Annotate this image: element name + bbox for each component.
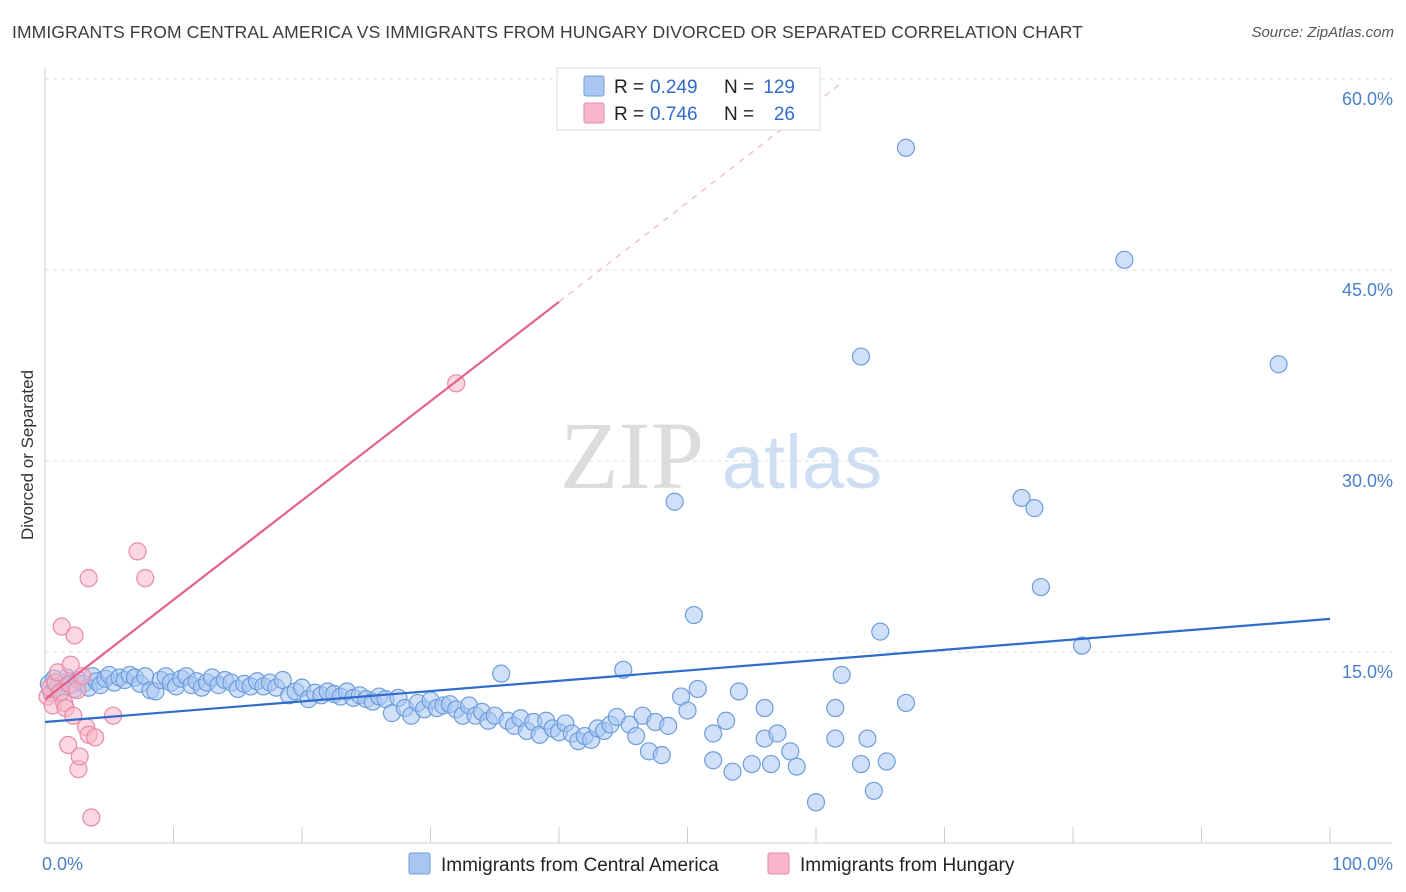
- point-central-america: [1115, 250, 1134, 269]
- point-central-america: [871, 622, 890, 641]
- point-hungary: [136, 569, 155, 588]
- point-central-america: [755, 698, 774, 718]
- legend-swatch: [767, 852, 790, 875]
- point-central-america: [832, 665, 851, 685]
- legend-label: Immigrants from Central America: [441, 855, 719, 876]
- point-central-america: [678, 701, 697, 720]
- point-hungary: [70, 747, 89, 766]
- point-central-america: [864, 781, 883, 800]
- point-central-america: [704, 724, 723, 743]
- point-hungary: [59, 735, 78, 755]
- point-hungary: [52, 617, 71, 636]
- trend-line-central-america: [44, 617, 1331, 724]
- point-central-america: [896, 138, 916, 157]
- y-tick-label: 15.0%: [1342, 662, 1393, 682]
- point-central-america: [761, 754, 781, 774]
- x-tick-label: 0.0%: [42, 854, 83, 874]
- point-central-america: [851, 347, 871, 366]
- point-central-america: [851, 754, 871, 774]
- point-hungary: [128, 542, 147, 561]
- chart-source: Source: ZipAtlas.com: [1251, 24, 1394, 41]
- y-tick-label: 45.0%: [1342, 280, 1393, 300]
- stat-n-label: N =: [724, 77, 754, 98]
- trend-line-hungary: [44, 300, 560, 700]
- stats-swatch: [583, 75, 605, 97]
- point-central-america: [1269, 355, 1288, 374]
- point-central-america: [684, 605, 704, 625]
- point-central-america: [704, 751, 723, 770]
- point-central-america: [626, 726, 646, 746]
- point-central-america: [688, 679, 707, 699]
- point-central-america: [716, 711, 736, 730]
- stat-n-value: 129: [763, 77, 795, 98]
- point-central-america: [806, 793, 826, 812]
- legend-swatch: [408, 852, 431, 875]
- x-tick-label: 100.0%: [1332, 854, 1393, 874]
- stat-r-value: 0.746: [650, 104, 698, 125]
- point-central-america: [659, 716, 678, 735]
- point-central-america: [492, 664, 511, 683]
- watermark-zip: ZIP: [560, 402, 704, 509]
- stats-swatch: [583, 102, 605, 124]
- chart-title: IMMIGRANTS FROM CENTRAL AMERICA VS IMMIG…: [12, 22, 1083, 42]
- point-central-america: [273, 670, 292, 690]
- point-central-america: [665, 492, 684, 511]
- stat-n-value: 26: [774, 104, 795, 125]
- point-central-america: [877, 752, 896, 771]
- point-central-america: [896, 693, 916, 713]
- y-axis-label: Divorced or Separated: [18, 370, 37, 540]
- watermark: ZIP atlas: [560, 402, 882, 509]
- stat-r-label: R =: [614, 77, 644, 98]
- point-central-america: [1012, 488, 1031, 508]
- point-hungary: [65, 626, 84, 645]
- point-central-america: [729, 682, 749, 701]
- point-central-america: [781, 742, 800, 761]
- point-central-america: [742, 754, 761, 774]
- point-hungary: [82, 808, 101, 827]
- trend-lines: [44, 82, 1331, 724]
- point-central-america: [1031, 577, 1050, 597]
- point-central-america: [1025, 499, 1044, 518]
- point-central-america: [1072, 636, 1092, 655]
- x-tick-labels: 0.0% 100.0%: [42, 854, 1393, 874]
- point-central-america: [858, 729, 877, 748]
- stat-n-label: N =: [724, 104, 754, 125]
- stats-box: R = 0.249 N = 129 R = 0.746 N = 26: [556, 67, 821, 131]
- point-central-america: [826, 729, 845, 748]
- watermark-atlas: atlas: [722, 420, 883, 505]
- point-central-america: [768, 724, 787, 743]
- point-central-america: [652, 746, 671, 765]
- data-points: [38, 138, 1288, 827]
- legend: Immigrants from Central America Immigrant…: [408, 852, 1015, 876]
- point-central-america: [614, 660, 633, 679]
- stat-r-value: 0.249: [650, 77, 698, 98]
- y-tick-label: 60.0%: [1342, 89, 1393, 109]
- legend-label: Immigrants from Hungary: [800, 855, 1015, 876]
- point-central-america: [723, 762, 742, 781]
- axes: [44, 68, 1392, 844]
- y-tick-label: 30.0%: [1342, 471, 1393, 491]
- grid-lines: [45, 78, 1392, 653]
- point-hungary: [61, 655, 80, 674]
- point-hungary: [86, 728, 105, 747]
- point-central-america: [787, 757, 806, 776]
- stat-r-label: R =: [614, 104, 644, 125]
- point-hungary: [79, 569, 98, 588]
- y-tick-labels: 15.0% 30.0% 45.0% 60.0%: [1342, 89, 1393, 682]
- point-central-america: [826, 698, 845, 718]
